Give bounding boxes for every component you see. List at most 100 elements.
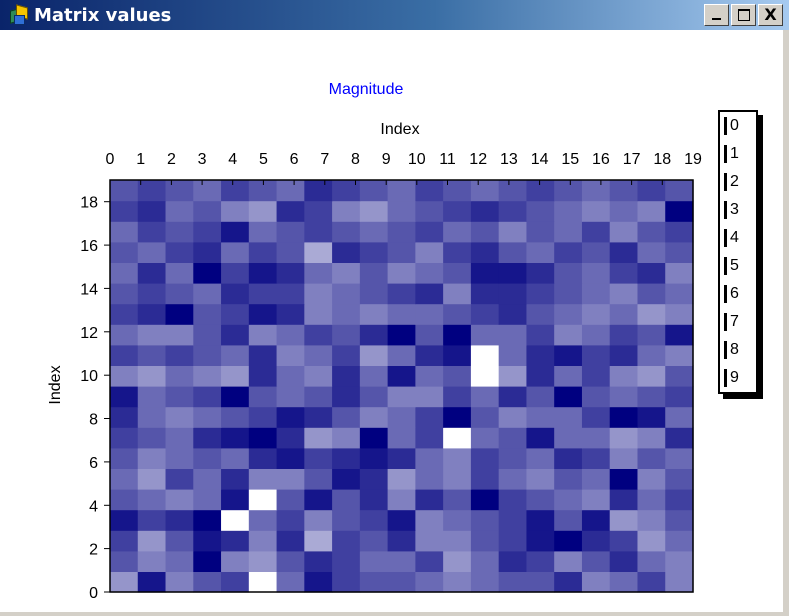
heatmap-cell (110, 262, 139, 284)
heatmap-cell (248, 262, 278, 284)
heatmap-cell (387, 241, 416, 263)
heatmap-cell (137, 283, 167, 305)
heatmap-cell (637, 221, 666, 243)
heatmap-cell (526, 406, 555, 428)
heatmap-cell (221, 447, 250, 469)
heatmap-cell (637, 241, 666, 263)
heatmap-cell (415, 200, 444, 222)
heatmap-cell (637, 200, 666, 222)
heatmap-cell (221, 303, 250, 325)
x-tick-label: 6 (290, 151, 299, 168)
heatmap-cell (221, 550, 250, 572)
heatmap-cell (526, 283, 555, 305)
heatmap-cell (193, 283, 222, 305)
close-button[interactable]: X (758, 4, 783, 26)
heatmap-cell (165, 406, 194, 428)
heatmap-cell (415, 241, 444, 263)
heatmap-cell (526, 468, 555, 490)
heatmap-cell (137, 386, 167, 408)
x-tick-label: 15 (561, 151, 579, 168)
heatmap-cell (609, 571, 639, 593)
heatmap-cell (443, 180, 472, 202)
heatmap-cell (221, 468, 250, 490)
heatmap-cell (665, 427, 694, 449)
heatmap-cell (137, 221, 167, 243)
heatmap-cell (498, 468, 528, 490)
heatmap-cell (304, 283, 333, 305)
heatmap-cell (415, 324, 444, 346)
heatmap-cell (609, 509, 639, 531)
heatmap-cell (443, 571, 472, 593)
heatmap-cell (221, 489, 250, 511)
heatmap-cell (165, 530, 194, 552)
x-tick-label: 5 (259, 151, 268, 168)
heatmap-cell (304, 241, 333, 263)
heatmap-cell (304, 386, 333, 408)
legend-entry: 6 (720, 280, 756, 308)
heatmap-cell (554, 489, 583, 511)
heatmap-cell (387, 200, 416, 222)
heatmap-cell (193, 324, 222, 346)
heatmap-cell (498, 365, 528, 387)
heatmap-cell (443, 427, 472, 449)
heatmap-cell (304, 427, 333, 449)
heatmap-cell (193, 489, 222, 511)
legend: 0 1 2 3 4 5 6 7 8 9 (718, 110, 758, 394)
heatmap-cell (554, 406, 583, 428)
heatmap-cell (137, 324, 167, 346)
heatmap-cell (359, 283, 389, 305)
heatmap-cell (110, 489, 139, 511)
minimize-button[interactable] (704, 4, 729, 26)
heatmap-cell (359, 386, 389, 408)
heatmap-cell (637, 386, 666, 408)
heatmap-cell (443, 344, 472, 366)
heatmap-cell (359, 221, 389, 243)
heatmap-cell (443, 530, 472, 552)
heatmap-cell (609, 221, 639, 243)
y-tick-label: 10 (80, 368, 98, 385)
heatmap-cell (387, 550, 416, 572)
heatmap-cell (165, 365, 194, 387)
legend-swatch (724, 201, 727, 219)
heatmap-cell (276, 509, 305, 531)
heatmap-cell (470, 468, 500, 490)
heatmap-cell (110, 324, 139, 346)
heatmap-cell (498, 324, 528, 346)
maximize-button[interactable] (731, 4, 756, 26)
cube-app-icon[interactable] (8, 4, 28, 25)
minimize-icon (712, 18, 721, 20)
heatmap-cell (165, 509, 194, 531)
heatmap-cell (137, 509, 167, 531)
legend-label: 0 (730, 117, 739, 134)
heatmap-cell (609, 303, 639, 325)
heatmap-cell (637, 180, 666, 202)
heatmap-cell (637, 262, 666, 284)
heatmap-cell (581, 200, 611, 222)
heatmap-cell (276, 550, 305, 572)
heatmap-cell (526, 571, 555, 593)
heatmap-cell (526, 303, 555, 325)
heatmap-cell (332, 427, 361, 449)
heatmap-cell (359, 427, 389, 449)
legend-swatch (724, 257, 727, 275)
heatmap-cell (221, 571, 250, 593)
heatmap-cell (304, 530, 333, 552)
x-tick-label: 1 (136, 151, 145, 168)
heatmap-cell (443, 283, 472, 305)
heatmap-cell (332, 324, 361, 346)
heatmap-cell (221, 241, 250, 263)
heatmap-cell (387, 489, 416, 511)
heatmap-cell (470, 489, 500, 511)
x-axis-ticks: 0 1 2 3 4 5 6 7 8 9 10 11 12 13 14 15 16 17 18 19 (106, 151, 702, 185)
heatmap-cell (387, 530, 416, 552)
x-tick-label: 13 (500, 151, 518, 168)
heatmap-cell (526, 262, 555, 284)
heatmap-cell (332, 200, 361, 222)
heatmap-cell (609, 406, 639, 428)
heatmap-cell (387, 365, 416, 387)
heatmap-cell (609, 241, 639, 263)
window-title-bar[interactable]: Matrix values X (0, 0, 789, 30)
heatmap-cell (248, 406, 278, 428)
heatmap-cell (332, 262, 361, 284)
heatmap-cell (193, 262, 222, 284)
